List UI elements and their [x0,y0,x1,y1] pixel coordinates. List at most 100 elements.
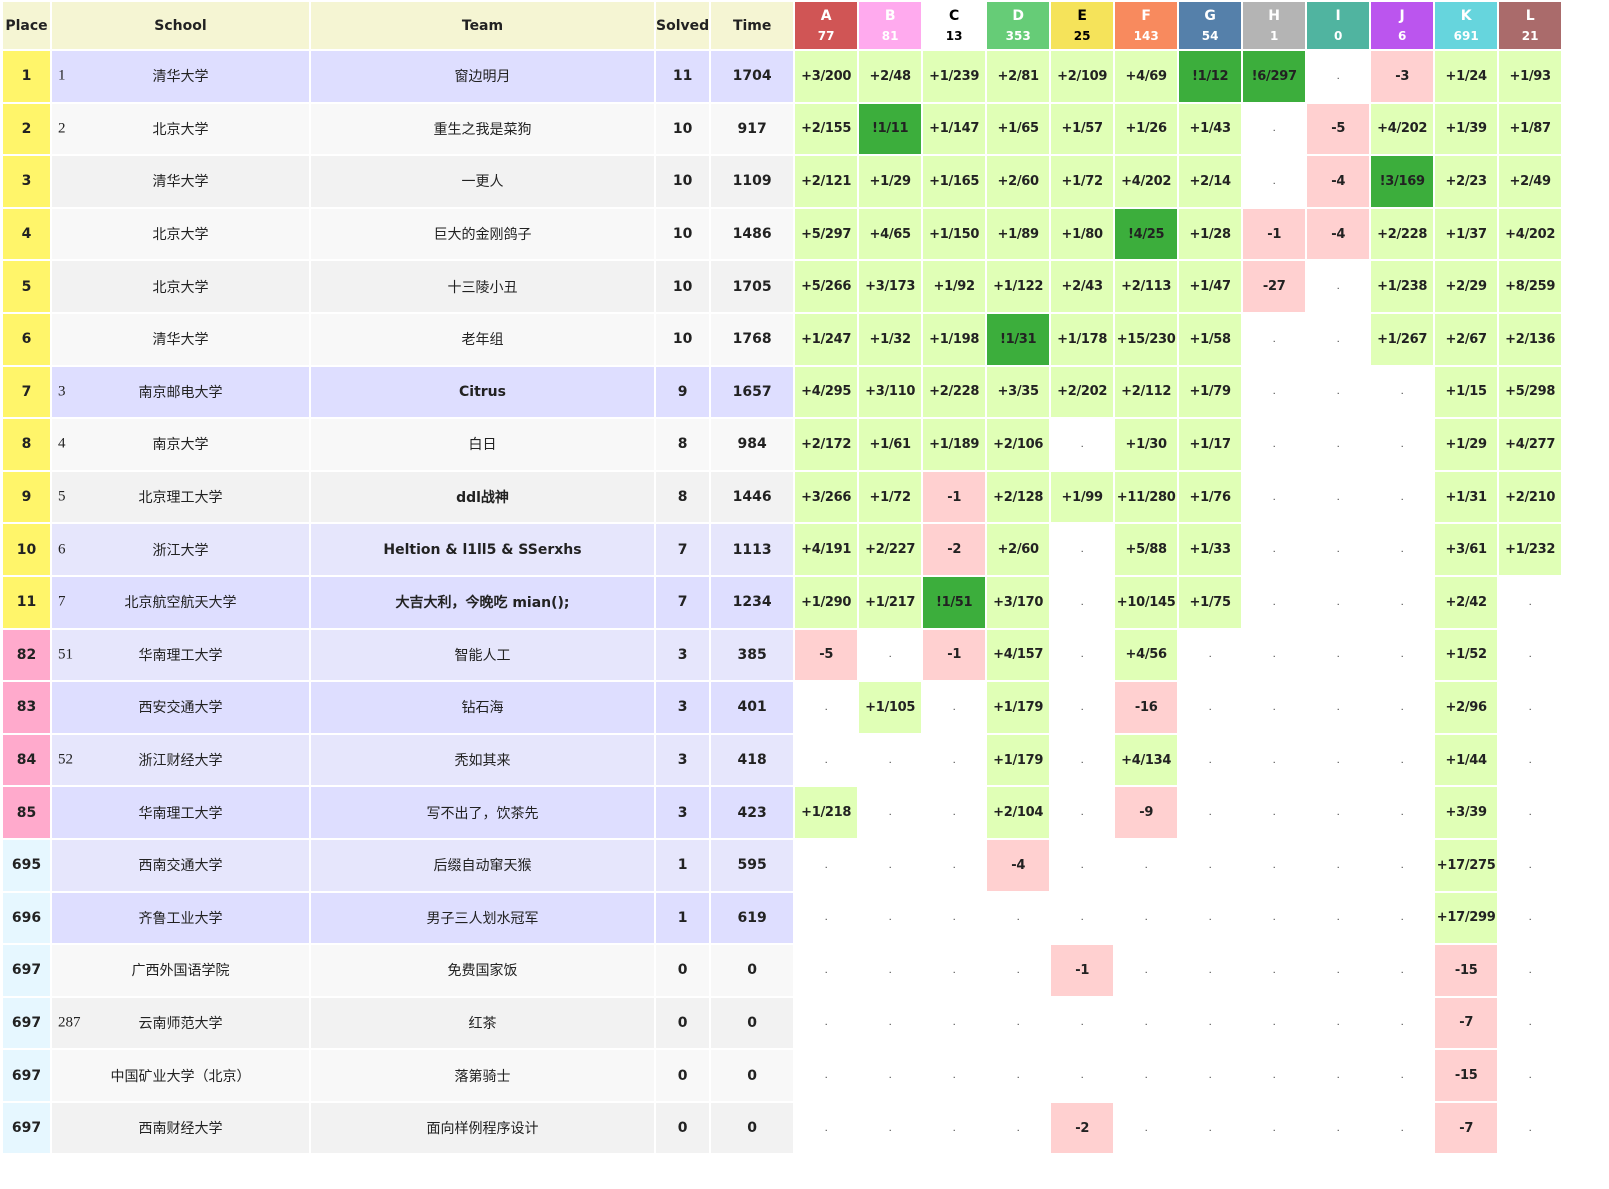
problem-cell-g[interactable]: +2/14 [1179,156,1242,207]
problem-cell-d[interactable]: +2/128 [987,471,1050,523]
problem-cell-e[interactable]: +1/80 [1051,208,1114,260]
problem-cell-d[interactable]: +3/35 [987,366,1050,418]
problem-cell-d[interactable]: +2/106 [987,419,1050,470]
problem-cell-d[interactable]: +1/122 [987,261,1050,312]
problem-cell-k[interactable]: +2/29 [1435,261,1498,312]
problem-cell-b[interactable]: !1/11 [859,103,922,155]
problem-cell-b[interactable]: +3/110 [859,366,922,418]
problem-cell-l[interactable]: +8/259 [1499,261,1562,312]
problem-cell-k[interactable]: +17/275 [1435,839,1498,891]
team-name[interactable]: 男子三人划水冠军 [311,892,654,944]
team-name[interactable]: 十三陵小丑 [311,261,654,312]
problem-cell-a[interactable]: +1/218 [795,787,858,838]
problem-cell-a[interactable]: +5/266 [795,261,858,312]
problem-cell-f[interactable]: -16 [1115,682,1178,733]
problem-cell-d[interactable]: +2/60 [987,524,1050,575]
problem-cell-b[interactable]: +1/32 [859,313,922,365]
team-name[interactable]: ddl战神 [311,471,654,523]
problem-header-d[interactable]: D 353 [987,2,1050,49]
team-name[interactable]: 落第骑士 [311,1050,654,1101]
problem-cell-d[interactable]: +2/60 [987,156,1050,207]
header-solved[interactable]: Solved [656,2,710,49]
team-name[interactable]: Heltion & l1ll5 & SSerxhs [311,524,654,575]
problem-header-b[interactable]: B 81 [859,2,922,49]
problem-cell-l[interactable]: +2/49 [1499,156,1562,207]
problem-cell-i[interactable]: -4 [1307,156,1370,207]
problem-cell-c[interactable]: +1/239 [923,51,986,102]
problem-cell-k[interactable]: +1/24 [1435,51,1498,102]
problem-header-c[interactable]: C 13 [923,2,986,49]
problem-cell-l[interactable]: +5/298 [1499,366,1562,418]
problem-cell-b[interactable]: +1/72 [859,471,922,523]
problem-cell-a[interactable]: +3/200 [795,51,858,102]
problem-cell-f[interactable]: +4/202 [1115,156,1178,207]
problem-cell-k[interactable]: +1/52 [1435,629,1498,681]
problem-cell-j[interactable]: !3/169 [1371,156,1434,207]
problem-cell-h[interactable]: !6/297 [1243,51,1306,102]
problem-cell-l[interactable]: +4/202 [1499,208,1562,260]
problem-cell-c[interactable]: -2 [923,524,986,575]
problem-cell-f[interactable]: +4/134 [1115,734,1178,786]
problem-cell-e[interactable]: +1/72 [1051,156,1114,207]
problem-cell-k[interactable]: +3/61 [1435,524,1498,575]
problem-cell-c[interactable]: +1/92 [923,261,986,312]
problem-cell-a[interactable]: +1/290 [795,576,858,628]
team-name[interactable]: 钻石海 [311,682,654,733]
problem-cell-a[interactable]: +4/191 [795,524,858,575]
problem-cell-a[interactable]: +5/297 [795,208,858,260]
problem-cell-j[interactable]: +1/238 [1371,261,1434,312]
problem-cell-f[interactable]: +2/112 [1115,366,1178,418]
problem-cell-l[interactable]: +2/210 [1499,471,1562,523]
problem-cell-e[interactable]: +1/57 [1051,103,1114,155]
problem-cell-l[interactable]: +2/136 [1499,313,1562,365]
problem-cell-g[interactable]: +1/79 [1179,366,1242,418]
problem-cell-c[interactable]: +2/228 [923,366,986,418]
problem-cell-c[interactable]: -1 [923,629,986,681]
problem-header-k[interactable]: K 691 [1435,2,1498,49]
problem-cell-b[interactable]: +1/105 [859,682,922,733]
problem-cell-j[interactable]: +4/202 [1371,103,1434,155]
problem-cell-k[interactable]: +17/299 [1435,892,1498,944]
problem-header-l[interactable]: L 21 [1499,2,1562,49]
problem-cell-g[interactable]: +1/43 [1179,103,1242,155]
problem-cell-c[interactable]: +1/189 [923,419,986,470]
problem-cell-b[interactable]: +2/227 [859,524,922,575]
header-place[interactable]: Place [3,2,50,49]
team-name[interactable]: 窗边明月 [311,51,654,102]
problem-cell-g[interactable]: +1/47 [1179,261,1242,312]
problem-cell-a[interactable]: -5 [795,629,858,681]
problem-cell-a[interactable]: +2/155 [795,103,858,155]
problem-cell-c[interactable]: +1/147 [923,103,986,155]
problem-cell-a[interactable]: +3/266 [795,471,858,523]
problem-cell-i[interactable]: -4 [1307,208,1370,260]
problem-cell-l[interactable]: +1/87 [1499,103,1562,155]
problem-cell-d[interactable]: +1/179 [987,734,1050,786]
problem-cell-d[interactable]: -4 [987,839,1050,891]
problem-cell-f[interactable]: +10/145 [1115,576,1178,628]
problem-cell-k[interactable]: -15 [1435,945,1498,996]
problem-cell-a[interactable]: +4/295 [795,366,858,418]
problem-header-g[interactable]: G 54 [1179,2,1242,49]
problem-cell-k[interactable]: +2/42 [1435,576,1498,628]
problem-header-e[interactable]: E 25 [1051,2,1114,49]
problem-cell-d[interactable]: +3/170 [987,576,1050,628]
problem-cell-f[interactable]: +1/26 [1115,103,1178,155]
problem-cell-k[interactable]: +2/67 [1435,313,1498,365]
problem-cell-l[interactable]: +4/277 [1499,419,1562,470]
team-name[interactable]: 红茶 [311,997,654,1049]
problem-cell-b[interactable]: +4/65 [859,208,922,260]
problem-cell-k[interactable]: +1/39 [1435,103,1498,155]
problem-cell-k[interactable]: +1/29 [1435,419,1498,470]
team-name[interactable]: 智能人工 [311,629,654,681]
problem-cell-a[interactable]: +2/172 [795,419,858,470]
problem-cell-f[interactable]: +15/230 [1115,313,1178,365]
problem-cell-d[interactable]: +1/89 [987,208,1050,260]
problem-cell-c[interactable]: +1/165 [923,156,986,207]
team-name[interactable]: 重生之我是菜狗 [311,103,654,155]
problem-cell-a[interactable]: +2/121 [795,156,858,207]
problem-cell-g[interactable]: +1/76 [1179,471,1242,523]
problem-cell-d[interactable]: +2/81 [987,51,1050,102]
